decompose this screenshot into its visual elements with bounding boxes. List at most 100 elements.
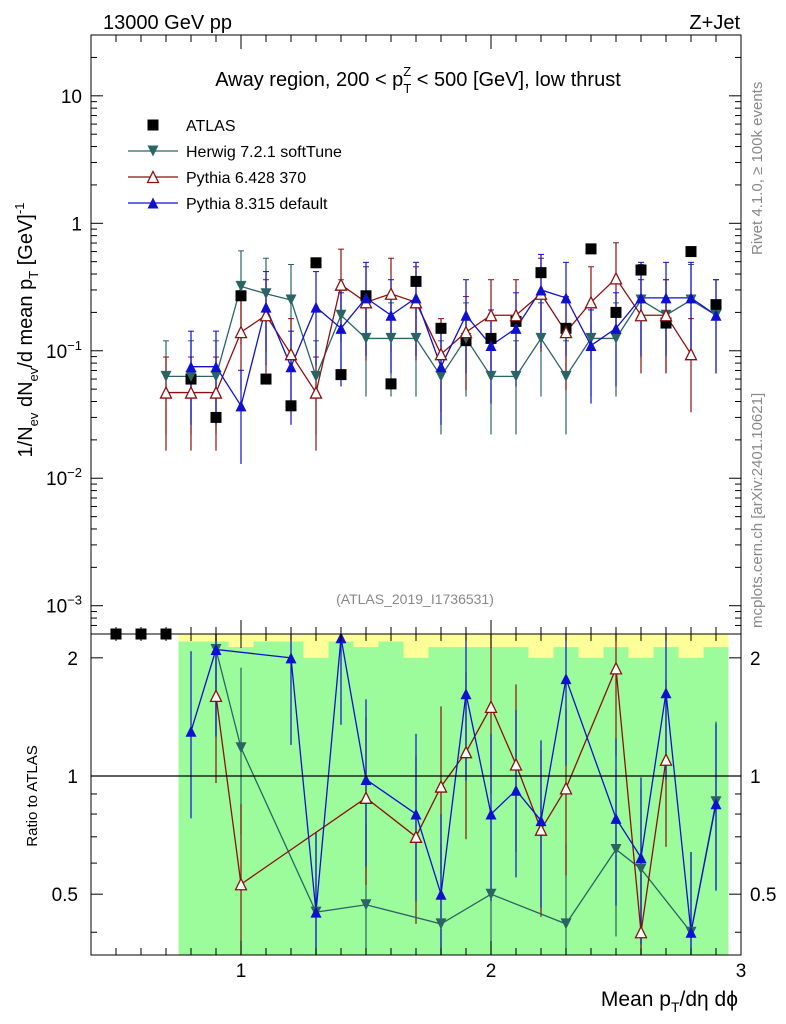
data-point-marker (435, 322, 447, 334)
data-point-marker (159, 385, 173, 399)
y-tick-label: 10−3 (46, 593, 82, 618)
data-point-marker (685, 926, 697, 938)
data-point-marker (260, 288, 272, 300)
data-point-marker (585, 339, 597, 351)
data-point-marker (710, 798, 722, 810)
data-point-marker (535, 332, 547, 344)
axes: 10−3 10−2 10−1 1 10 0.5 0.5 1 1 2 2 1 2 3 (46, 34, 776, 982)
data-point-marker (146, 170, 160, 184)
data-point-marker (409, 829, 423, 843)
data-point-marker (634, 925, 648, 939)
data-point-marker (610, 322, 622, 334)
ratio-green-band (378, 641, 404, 955)
data-point-marker (410, 292, 422, 304)
data-point-marker (635, 292, 647, 304)
data-point-marker (435, 918, 447, 930)
data-point-marker (635, 852, 647, 864)
data-point-marker (710, 299, 722, 311)
y-tick-label: 10−2 (46, 465, 82, 490)
data-point-marker (234, 877, 248, 891)
data-point-marker (585, 243, 597, 255)
ratio-green-band (253, 641, 279, 955)
legend-label: Herwig 7.2.1 softTune (186, 144, 342, 161)
header-right-label: Z+Jet (689, 12, 740, 34)
data-point-marker (284, 347, 298, 361)
data-point-marker (560, 292, 572, 304)
data-point-marker (510, 315, 522, 327)
data-point-marker (210, 361, 222, 373)
data-point-marker (310, 906, 322, 918)
legend: ATLAS Herwig 7.2.1 softTune Pythia 6.428 3… (128, 118, 342, 213)
data-point-marker (510, 784, 522, 796)
data-point-marker (484, 308, 498, 322)
data-point-marker (460, 309, 472, 321)
chart-title: Away region, 200 < pTZ < 500 [GeV], low … (215, 64, 621, 96)
data-point-marker (285, 652, 297, 664)
data-point-marker (285, 294, 297, 306)
data-point-marker (610, 306, 622, 318)
data-point-marker (285, 361, 297, 373)
data-point-marker (147, 197, 159, 209)
legend-label: Pythia 6.428 370 (186, 170, 306, 187)
data-point-marker (535, 284, 547, 296)
data-point-marker (310, 370, 322, 382)
ratio-tick-label: 0.5 (52, 885, 78, 906)
data-point-marker (160, 370, 172, 382)
data-point-marker (359, 790, 373, 804)
series-line-2 (166, 277, 692, 395)
data-point-marker (434, 779, 448, 793)
rivet-label: Rivet 4.1.0, ≥ 100k events (749, 82, 766, 255)
data-point-marker (509, 757, 523, 771)
data-point-marker (485, 339, 497, 351)
data-point-marker (560, 918, 572, 930)
data-point-marker (147, 119, 159, 131)
data-point-marker (660, 317, 672, 329)
data-point-marker (334, 277, 348, 291)
data-point-marker (635, 863, 647, 875)
data-point-marker (484, 699, 498, 714)
data-point-marker (559, 325, 573, 339)
data-point-marker (260, 301, 272, 313)
data-point-marker (310, 301, 322, 313)
data-point-marker (260, 373, 272, 385)
data-point-marker (460, 688, 472, 700)
mcplots-label: mcplots.cern.ch [arXiv:2401.10621] (749, 393, 766, 628)
data-point-marker (360, 332, 372, 344)
data-point-marker (385, 378, 397, 390)
legend-label: Pythia 8.315 default (186, 196, 328, 213)
data-point-marker (660, 687, 672, 699)
y-tick-label: 10−1 (46, 338, 82, 363)
data-point-marker (534, 822, 548, 836)
data-point-marker (185, 370, 197, 382)
data-point-marker (309, 385, 323, 399)
ratio-tick-label-right: 1 (750, 767, 761, 788)
data-point-marker (710, 309, 722, 321)
analysis-watermark: (ATLAS_2019_I1736531) (336, 591, 494, 607)
x-axis-label: Mean pT/dη dϕ (601, 988, 738, 1015)
data-point-marker (635, 264, 647, 276)
data-point-marker (335, 309, 347, 321)
series-line-3 (191, 289, 717, 408)
data-point-marker (384, 286, 398, 300)
data-point-marker (485, 370, 497, 382)
data-point-marker (584, 295, 598, 309)
header-left-label: 13000 GeV pp (103, 12, 232, 34)
data-point-marker (535, 267, 547, 279)
ratio-tick-label-right: 2 (750, 649, 761, 670)
data-point-marker (634, 308, 648, 322)
data-point-marker (609, 271, 623, 285)
data-point-marker (685, 292, 697, 304)
data-point-marker (259, 308, 273, 322)
data-point-marker (235, 280, 247, 292)
data-point-marker (684, 347, 698, 361)
data-point-marker (509, 308, 523, 322)
data-point-marker (210, 370, 222, 382)
data-point-marker (610, 812, 622, 824)
data-point-marker (235, 400, 247, 412)
x-tick-label: 2 (486, 961, 497, 982)
legend-label: ATLAS (186, 118, 236, 135)
data-point-marker (234, 325, 248, 339)
data-point-marker (459, 745, 473, 759)
data-point-marker (360, 899, 372, 911)
